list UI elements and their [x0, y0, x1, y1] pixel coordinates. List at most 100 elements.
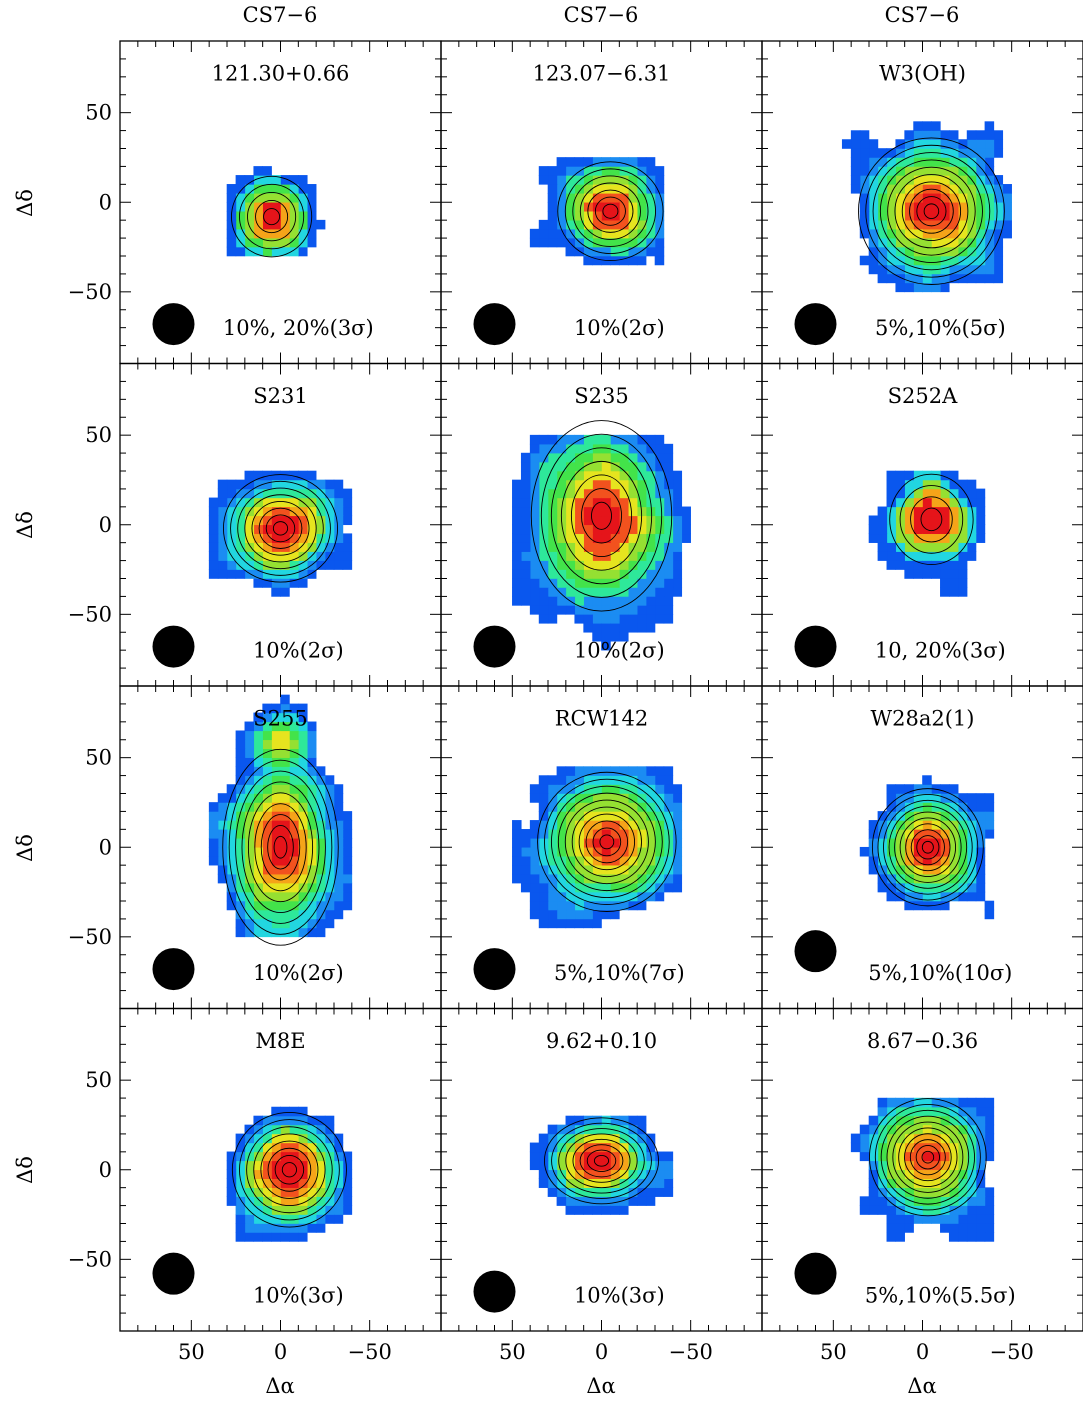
contour-cell [538, 1142, 549, 1153]
contour-cell [298, 1196, 308, 1206]
contour-cell [315, 1187, 326, 1197]
contour-cell [315, 837, 326, 848]
contour-cell [619, 175, 629, 185]
contour-cell [948, 219, 959, 230]
contour-cell [627, 882, 638, 893]
contour-cell [877, 228, 888, 239]
contour-cell [627, 1187, 638, 1197]
contour-cell [271, 855, 281, 866]
contour-cell [904, 1151, 914, 1162]
contour-cell [627, 891, 638, 902]
contour-cell [280, 551, 290, 561]
contour-cell [271, 829, 281, 839]
contour-cell [627, 605, 638, 615]
contour-cell [262, 533, 272, 543]
contour-cell [877, 524, 888, 535]
contour-line [557, 792, 656, 892]
contour-cell [324, 873, 335, 884]
contour-cell [289, 470, 299, 481]
contour-cell [627, 1115, 638, 1126]
contour-cell [859, 846, 870, 857]
contour-cell [645, 605, 656, 615]
contour-cell [512, 864, 522, 875]
contour-cell [226, 793, 237, 803]
contour-cell [627, 166, 638, 176]
contour-cell [957, 273, 968, 284]
contour-cell [298, 766, 308, 776]
contour-cell [512, 829, 522, 839]
contour-cell [529, 434, 540, 445]
contour-cell [574, 829, 584, 839]
contour-cell [280, 900, 290, 911]
contour-cell [289, 802, 299, 812]
contour-cell [306, 802, 317, 812]
contour-cell [235, 846, 246, 857]
contour-cell [654, 587, 665, 597]
contour-cell [289, 748, 299, 758]
contour-cell [868, 228, 879, 239]
contour-cell [654, 470, 665, 481]
contour-cell [289, 775, 299, 785]
contour-cell [574, 605, 584, 615]
contour-line [267, 1147, 312, 1192]
contour-cell [271, 730, 281, 741]
contour-cell [948, 1223, 959, 1233]
contour-cell [244, 1151, 255, 1162]
contour-cell [895, 184, 905, 194]
contour-cell [984, 246, 995, 257]
contour-cell [993, 148, 1004, 158]
contour-cell [253, 542, 263, 552]
contour-cell [547, 864, 558, 875]
contour-cell [298, 730, 308, 741]
contour-cell [886, 542, 897, 552]
contour-cell [315, 1142, 326, 1153]
contour-cell [547, 1124, 558, 1135]
contour-cell [306, 524, 317, 535]
contour-cell [547, 219, 558, 230]
contour-cell [645, 470, 656, 481]
contour-cell [610, 210, 620, 221]
contour-cell [262, 1115, 272, 1126]
contour-cell [289, 192, 299, 203]
contour-cell [235, 748, 246, 758]
contour-cell [931, 837, 941, 848]
contour-cell [931, 479, 941, 490]
contour-cell [271, 775, 281, 785]
contour-cell [627, 802, 638, 812]
contour-cell [244, 488, 255, 499]
contour-cell [886, 148, 897, 158]
contour-cell [957, 139, 968, 149]
contour-cell [627, 237, 638, 248]
contour-cell [217, 533, 228, 543]
contour-cell [636, 820, 647, 830]
contour-cell [306, 470, 317, 481]
contour-cell [913, 793, 923, 803]
contour-cell [280, 533, 290, 543]
contour-cell [306, 228, 317, 239]
contour-cell [565, 210, 576, 221]
contour-cell [610, 443, 620, 454]
contour-cell [859, 1133, 870, 1144]
contour-cell [913, 1097, 923, 1108]
contour-cell [636, 488, 647, 499]
contour-cell [280, 775, 290, 785]
contour-cell [324, 1142, 335, 1153]
contour-cell [244, 1160, 255, 1171]
contour-cell [913, 1115, 923, 1126]
contour-cell [592, 569, 602, 579]
contour-cell [957, 578, 968, 588]
contour-cell [244, 802, 255, 812]
contour-cell [975, 488, 986, 499]
contour-cell [636, 578, 647, 588]
contour-cell [271, 1223, 281, 1233]
contour-cell [271, 1142, 281, 1153]
contour-cell [253, 775, 263, 785]
contour-cell [324, 506, 335, 517]
contour-cell [645, 846, 656, 857]
contour-cell [520, 587, 531, 597]
contour-cell [895, 829, 905, 839]
contour-cell [529, 443, 540, 454]
contour-cell [262, 784, 272, 794]
contour-line [910, 496, 953, 543]
contour-cell [315, 1169, 326, 1180]
